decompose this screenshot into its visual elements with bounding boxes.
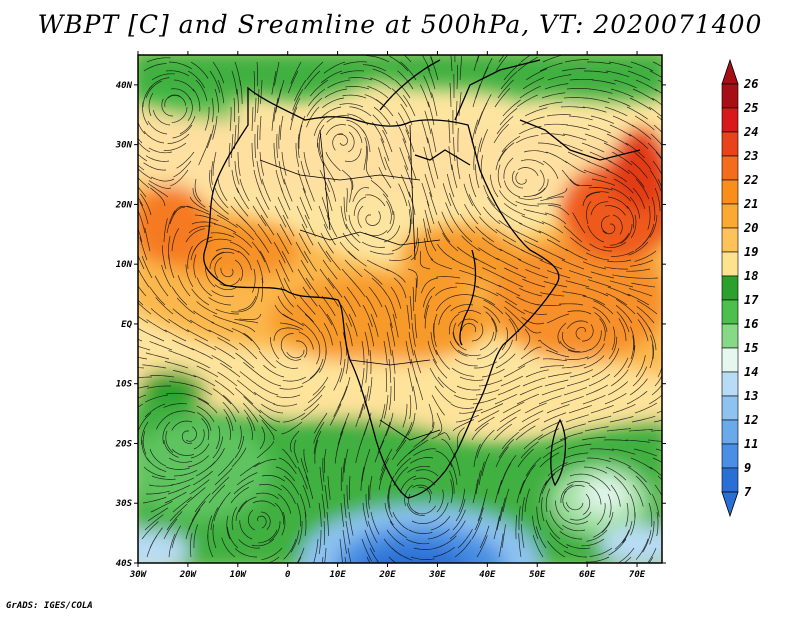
colorbar-swatch [721,371,739,397]
lat-tick-label: 40S [116,559,133,569]
lon-tick-label: 20W [179,570,198,580]
coastlines [203,59,641,499]
wbpt-field [138,55,662,563]
lon-tick-label: 30E [428,570,446,580]
colorbar-label: 20 [743,221,758,235]
colorbar-swatch [721,227,739,253]
colorbar-label: 14 [744,365,758,379]
colorbar-label: 19 [744,245,758,259]
lat-tick-label: 20S [115,439,133,449]
colorbar-swatch [721,107,739,133]
colorbar-label: 9 [744,461,751,475]
borders [259,124,441,441]
colorbar-label: 11 [744,437,758,451]
colorbar-label: 25 [743,101,758,115]
colorbar-swatch [721,83,739,109]
colorbar-label: 26 [743,77,758,91]
lat-tick-label: 30N [115,141,133,151]
colorbar-top-arrow [721,58,739,85]
map-title: WBPT [C] and Sreamline at 500hPa, VT: 20… [37,10,763,39]
colorbar-label: 24 [743,125,758,139]
lon-tick-label: 60E [579,570,596,580]
streamlines [138,55,662,563]
colorbar-swatch [721,347,739,373]
lon-tick-label: 70E [629,570,646,580]
colorbar-label: 18 [744,269,758,283]
lat-tick-label: 20N [115,200,133,210]
map-frame [137,54,663,564]
colorbar: 26 25 24 23 22 21 20 19 18 17 16 15 14 13 12 11 9 7 [721,58,759,518]
colorbar-label: 21 [743,197,758,211]
colorbar-swatch [721,467,739,493]
lon-tick-label: 40E [479,570,496,580]
latitude-axis: 40N 30N 20N 10N EQ 10S 20S 30S 40S [115,81,666,569]
lon-tick-label: 10E [329,570,346,580]
colorbar-label: 12 [744,413,758,427]
colorbar-label: 13 [744,389,758,403]
colorbar-swatch [721,275,739,301]
colorbar-swatch [721,299,739,325]
colorbar-label: 15 [744,341,758,355]
lon-tick-label: 10W [230,570,248,580]
colorbar-label: 17 [744,293,759,307]
lon-tick-label: 30W [129,570,148,580]
grads-credit: GrADS: IGES/COLA [6,601,93,611]
lon-tick-label: 20E [378,570,396,580]
colorbar-swatch [721,131,739,157]
colorbar-swatch [721,251,739,277]
colorbar-label: 22 [743,173,758,187]
colorbar-swatch [721,419,739,445]
lat-tick-label: 30S [115,499,133,509]
lat-tick-label: 10S [116,380,133,390]
lat-tick-label: EQ [121,320,132,330]
streamline-paths [138,55,662,563]
lat-tick-label: 10N [116,260,133,270]
colorbar-swatch [721,323,739,349]
colorbar-label: 23 [743,149,758,163]
colorbar-swatch [721,203,739,229]
colorbar-swatch [721,155,739,181]
weather-map: 40N 30N 20N 10N EQ 10S 20S 30S 40S 30W 20W 10W 0 10E… [115,51,759,580]
colorbar-bottom-arrow [721,491,739,518]
colorbar-swatch [721,443,739,469]
lon-tick-label: 50E [529,570,546,580]
colorbar-swatch [721,179,739,205]
colorbar-swatch [721,395,739,421]
lon-tick-label: 0 [285,570,291,580]
colorbar-label: 7 [744,485,752,499]
lat-tick-label: 40N [116,81,133,91]
longitude-axis: 30W 20W 10W 0 10E 20E 30E 40E 50E 60E 70E [129,51,646,580]
colorbar-label: 16 [744,317,758,331]
